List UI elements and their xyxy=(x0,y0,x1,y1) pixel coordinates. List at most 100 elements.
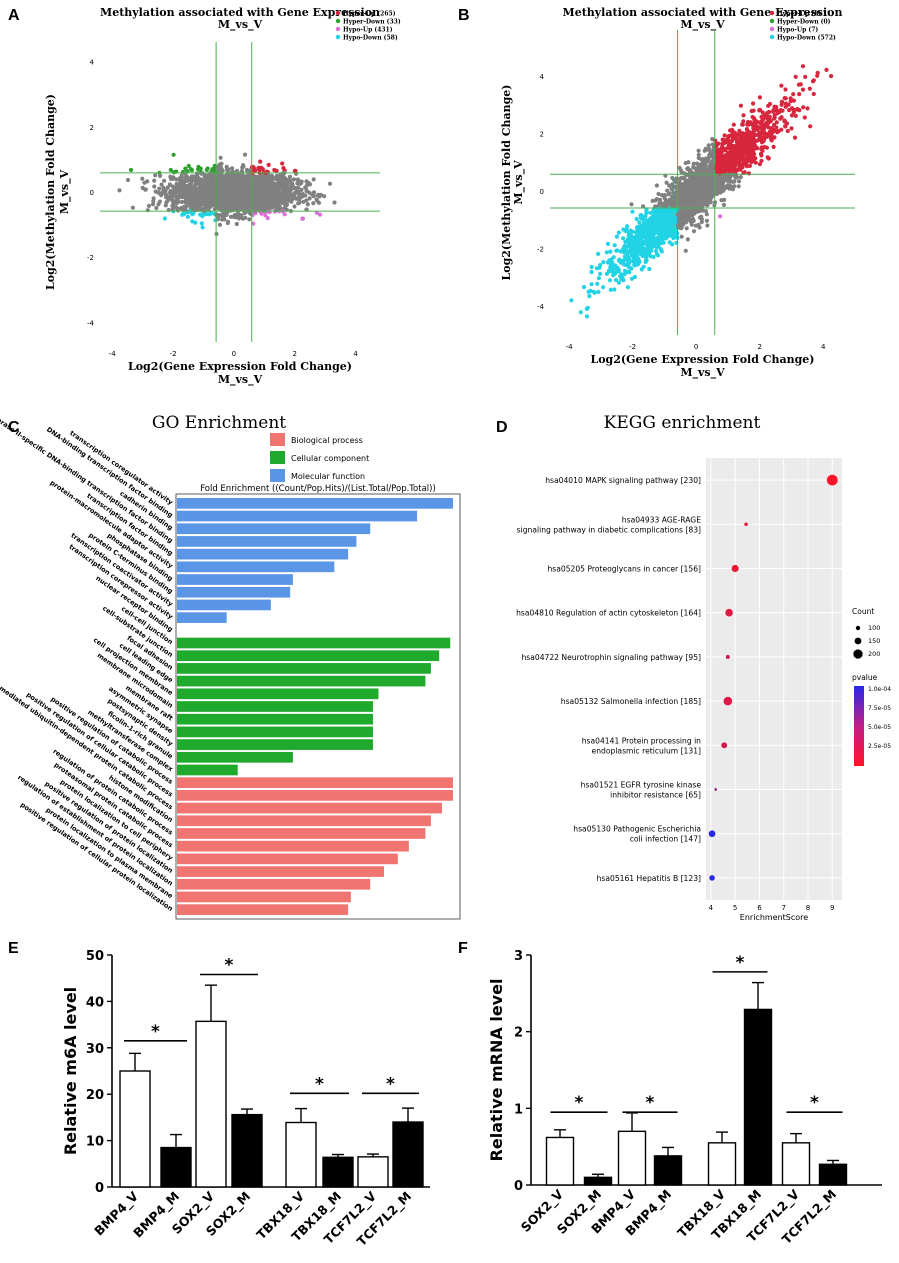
legend-label-hyper-down-33: Hyper-Down (33) xyxy=(343,19,401,26)
scatter-point xyxy=(191,190,195,194)
scatter-point xyxy=(743,170,747,174)
scatter-point xyxy=(237,192,241,196)
legend-marker-hyper-down-0 xyxy=(770,19,774,23)
x-tick-label: 0 xyxy=(232,350,236,358)
scatter-point xyxy=(249,212,253,216)
scatter-point xyxy=(684,220,688,224)
scatter-point xyxy=(315,199,319,203)
scatter-point xyxy=(630,210,634,214)
scatter-point xyxy=(272,204,276,208)
scatter-point xyxy=(296,179,300,183)
scatter-point xyxy=(794,114,798,118)
legend-marker-hyper-up-265 xyxy=(336,11,340,15)
scatter-point xyxy=(621,236,625,240)
scatter-point xyxy=(790,113,794,117)
scatter-point xyxy=(307,181,311,185)
scatter-point xyxy=(760,149,764,153)
scatter-point xyxy=(231,199,235,203)
scatter-point xyxy=(154,190,158,194)
scatter-point xyxy=(615,235,619,239)
scatter-point xyxy=(769,137,773,141)
scatter-point xyxy=(218,223,222,227)
scatter-point xyxy=(691,217,695,221)
scatter-point xyxy=(783,96,787,100)
x-axis-label-2: M_vs_V xyxy=(218,373,263,387)
scatter-point xyxy=(644,251,648,255)
scatter-point xyxy=(654,240,658,244)
scatter-point xyxy=(292,204,296,208)
scatter-point xyxy=(292,194,296,198)
scatter-point xyxy=(190,212,194,216)
scatter-point xyxy=(312,177,316,181)
scatter-point xyxy=(766,134,770,138)
scatter-point xyxy=(216,180,220,184)
scatter-point xyxy=(273,184,277,188)
scatter-point xyxy=(801,105,805,109)
scatter-point xyxy=(780,103,784,107)
scatter-point xyxy=(670,176,674,180)
scatter-point xyxy=(163,191,167,195)
y-axis-label-2: M_vs_V xyxy=(58,169,72,214)
scatter-point xyxy=(201,207,205,211)
scatter-point xyxy=(617,231,621,235)
scatter-point xyxy=(263,213,267,217)
scatter-point xyxy=(283,176,287,180)
scatter-point xyxy=(297,191,301,195)
chart-subtitle: M_vs_V xyxy=(680,18,725,32)
scatter-point xyxy=(131,206,135,210)
scatter-point xyxy=(234,175,238,179)
legend-label-hypo-down-572: Hypo-Down (572) xyxy=(777,35,836,42)
scatter-point xyxy=(153,173,157,177)
scatter-point xyxy=(757,108,761,112)
scatter-point xyxy=(146,208,150,212)
scatter-point xyxy=(658,201,662,205)
scatter-point xyxy=(654,249,658,253)
scatter-point xyxy=(659,247,663,251)
scatter-point xyxy=(230,166,234,170)
scatter-point xyxy=(296,201,300,205)
scatter-point xyxy=(225,193,229,197)
scatter-point xyxy=(632,263,636,267)
scatter-point xyxy=(589,270,593,274)
x-tick-label: -4 xyxy=(109,350,117,358)
scatter-point xyxy=(705,219,709,223)
scatter-point xyxy=(177,195,181,199)
scatter-point xyxy=(767,110,771,114)
scatter-point xyxy=(711,142,715,146)
scatter-point xyxy=(637,220,641,224)
panel-letter: A xyxy=(8,7,20,24)
scatter-point xyxy=(791,92,795,96)
scatter-point xyxy=(176,200,180,204)
scatter-point xyxy=(244,175,248,179)
scatter-point xyxy=(266,210,270,214)
scatter-point xyxy=(741,113,745,117)
scatter-point xyxy=(202,191,206,195)
scatter-point xyxy=(739,104,743,108)
scatter-point xyxy=(685,226,689,230)
scatter-point xyxy=(154,206,158,210)
scatter-point xyxy=(780,115,784,119)
scatter-point xyxy=(220,181,224,185)
scatter-point xyxy=(593,291,597,295)
scatter-point xyxy=(245,197,249,201)
scatter-point xyxy=(252,167,256,171)
scatter-point xyxy=(212,178,216,182)
scatter-point xyxy=(285,190,289,194)
legend-marker-hyper-down-33 xyxy=(336,19,340,23)
scatter-point xyxy=(803,75,807,79)
scatter-point xyxy=(332,200,336,204)
scatter-point xyxy=(668,198,672,202)
scatter-point xyxy=(629,249,633,253)
scatter-point xyxy=(612,287,616,291)
scatter-point xyxy=(247,188,251,192)
scatter-point xyxy=(304,198,308,202)
scatter-point xyxy=(226,221,230,225)
data-points xyxy=(569,64,833,318)
scatter-point xyxy=(219,156,223,160)
scatter-point xyxy=(739,155,743,159)
scatter-point xyxy=(165,195,169,199)
scatter-point xyxy=(200,221,204,225)
scatter-point xyxy=(816,71,820,75)
scatter-point xyxy=(705,157,709,161)
x-tick-label: 2 xyxy=(293,350,297,358)
